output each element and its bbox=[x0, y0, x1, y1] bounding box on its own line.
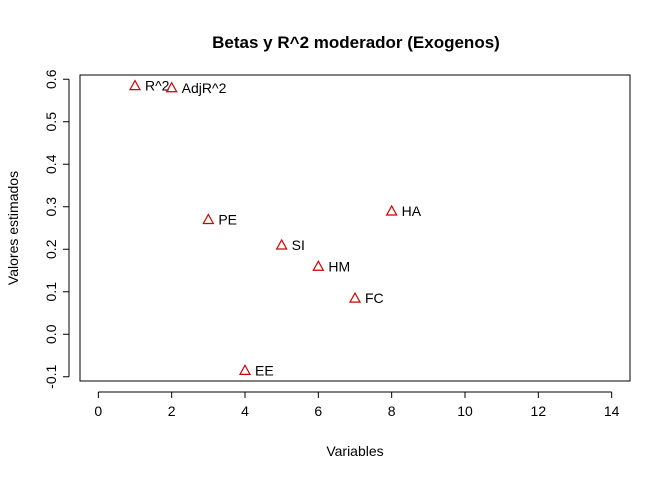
y-tick-label: 0.1 bbox=[43, 282, 59, 302]
point-label: AdjR^2 bbox=[182, 80, 227, 96]
point-marker bbox=[238, 364, 252, 375]
point-label: R^2 bbox=[145, 78, 170, 94]
y-tick-label: 0.3 bbox=[43, 197, 59, 217]
x-tick-label: 4 bbox=[241, 403, 249, 419]
x-tick-label: 14 bbox=[604, 403, 620, 419]
point-marker bbox=[202, 213, 215, 225]
point-marker bbox=[385, 204, 398, 216]
x-tick-label: 8 bbox=[388, 403, 396, 419]
y-axis: -0.1 0.0 0.1 0.2 0.3 0.4 0.5 0.6 bbox=[43, 69, 70, 389]
y-tick-label: -0.1 bbox=[43, 364, 59, 388]
y-tick-label: 0.0 bbox=[43, 324, 59, 344]
x-tick-label: 6 bbox=[314, 403, 322, 419]
point-label: HA bbox=[402, 203, 422, 219]
point-marker bbox=[275, 238, 288, 250]
chart-title: Betas y R^2 moderador (Exogenos) bbox=[212, 33, 500, 52]
data-points: R^2 AdjR^2 PE EE SI HM FC HA bbox=[128, 78, 422, 378]
y-axis-label: Valores estimados bbox=[5, 171, 21, 285]
point-label: FC bbox=[365, 290, 384, 306]
y-tick-label: 0.4 bbox=[43, 154, 59, 174]
y-tick-label: 0.5 bbox=[43, 112, 59, 132]
point-label: PE bbox=[218, 212, 237, 228]
x-tick-label: 2 bbox=[168, 403, 176, 419]
x-axis: 0 2 4 6 8 10 12 14 bbox=[94, 391, 620, 419]
point-marker bbox=[348, 291, 362, 303]
point-marker bbox=[128, 79, 142, 91]
point-marker bbox=[165, 81, 178, 93]
plot-frame bbox=[79, 74, 631, 382]
point-label: HM bbox=[328, 258, 350, 274]
point-label: EE bbox=[255, 362, 274, 378]
x-tick-label: 10 bbox=[457, 403, 473, 419]
point-label: SI bbox=[292, 237, 305, 253]
y-tick-label: 0.6 bbox=[43, 69, 59, 89]
x-tick-label: 12 bbox=[531, 403, 547, 419]
x-tick-label: 0 bbox=[94, 403, 102, 419]
x-axis-label: Variables bbox=[326, 443, 383, 459]
y-tick-label: 0.2 bbox=[43, 239, 59, 259]
point-marker bbox=[312, 260, 325, 271]
